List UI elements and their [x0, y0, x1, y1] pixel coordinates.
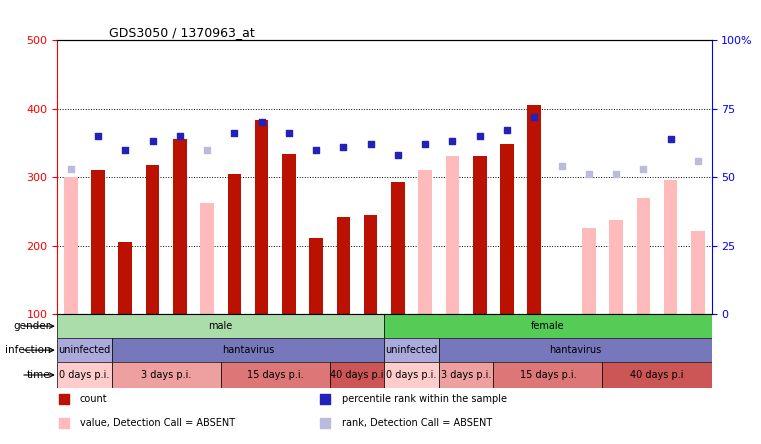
Text: GDS3050 / 1370963_at: GDS3050 / 1370963_at — [110, 26, 255, 39]
Bar — [691, 230, 705, 314]
Text: uninfected: uninfected — [386, 345, 438, 355]
Bar — [419, 170, 432, 314]
Bar — [610, 219, 623, 314]
Bar — [384, 314, 712, 338]
Bar — [582, 229, 596, 314]
Bar — [391, 182, 405, 314]
Point — [256, 119, 268, 126]
Bar — [200, 203, 214, 314]
Bar — [173, 139, 186, 314]
Text: 0 days p.i.: 0 days p.i. — [59, 370, 110, 380]
Text: gender: gender — [14, 321, 50, 331]
Bar — [119, 242, 132, 314]
Point — [58, 420, 70, 427]
Bar — [500, 144, 514, 314]
Point — [201, 146, 213, 153]
Point — [283, 130, 295, 137]
Point — [320, 395, 332, 402]
Bar — [112, 338, 384, 362]
Point — [320, 420, 332, 427]
Bar — [57, 338, 112, 362]
Bar — [309, 238, 323, 314]
Point — [473, 132, 486, 139]
Text: value, Detection Call = ABSENT: value, Detection Call = ABSENT — [80, 418, 235, 428]
Bar — [664, 180, 677, 314]
Bar — [336, 217, 350, 314]
Text: time: time — [27, 370, 50, 380]
Text: uninfected: uninfected — [59, 345, 110, 355]
Bar — [282, 154, 296, 314]
Bar — [330, 362, 384, 388]
Bar — [384, 338, 439, 362]
Point — [692, 157, 704, 164]
Text: 3 days p.i.: 3 days p.i. — [441, 370, 492, 380]
Text: 40 days p.i: 40 days p.i — [630, 370, 683, 380]
Bar — [636, 198, 650, 314]
Text: 3 days p.i.: 3 days p.i. — [141, 370, 191, 380]
Bar — [255, 120, 269, 314]
Text: 15 days p.i.: 15 days p.i. — [520, 370, 576, 380]
Point — [501, 127, 513, 134]
Point — [419, 141, 431, 148]
Bar — [493, 362, 603, 388]
Text: male: male — [209, 321, 233, 331]
Text: percentile rank within the sample: percentile rank within the sample — [342, 393, 507, 404]
Bar — [439, 362, 493, 388]
Bar — [473, 156, 486, 314]
Text: count: count — [80, 393, 107, 404]
Point — [92, 132, 104, 139]
Point — [146, 138, 158, 145]
Text: 15 days p.i.: 15 days p.i. — [247, 370, 304, 380]
Point — [337, 143, 349, 151]
Bar — [439, 338, 712, 362]
Bar — [91, 170, 105, 314]
Bar — [364, 215, 377, 314]
Bar — [446, 156, 460, 314]
Point — [174, 132, 186, 139]
Point — [447, 138, 459, 145]
Bar — [221, 362, 330, 388]
Bar — [228, 174, 241, 314]
Text: infection: infection — [5, 345, 50, 355]
Bar — [527, 105, 541, 314]
Bar — [57, 314, 384, 338]
Point — [365, 141, 377, 148]
Point — [610, 171, 622, 178]
Point — [528, 113, 540, 120]
Point — [637, 165, 649, 172]
Text: hantavirus: hantavirus — [222, 345, 274, 355]
Text: rank, Detection Call = ABSENT: rank, Detection Call = ABSENT — [342, 418, 492, 428]
Text: hantavirus: hantavirus — [549, 345, 601, 355]
Bar — [57, 362, 112, 388]
Point — [65, 165, 77, 172]
Point — [310, 146, 322, 153]
Point — [228, 130, 240, 137]
Text: female: female — [531, 321, 565, 331]
Point — [392, 151, 404, 159]
Text: 0 days p.i.: 0 days p.i. — [387, 370, 437, 380]
Point — [583, 171, 595, 178]
Point — [119, 146, 132, 153]
Point — [58, 395, 70, 402]
Bar — [384, 362, 439, 388]
Point — [664, 135, 677, 142]
Bar — [603, 362, 712, 388]
Text: 40 days p.i: 40 days p.i — [330, 370, 384, 380]
Bar — [145, 165, 159, 314]
Bar — [112, 362, 221, 388]
Point — [556, 163, 568, 170]
Bar — [64, 177, 78, 314]
